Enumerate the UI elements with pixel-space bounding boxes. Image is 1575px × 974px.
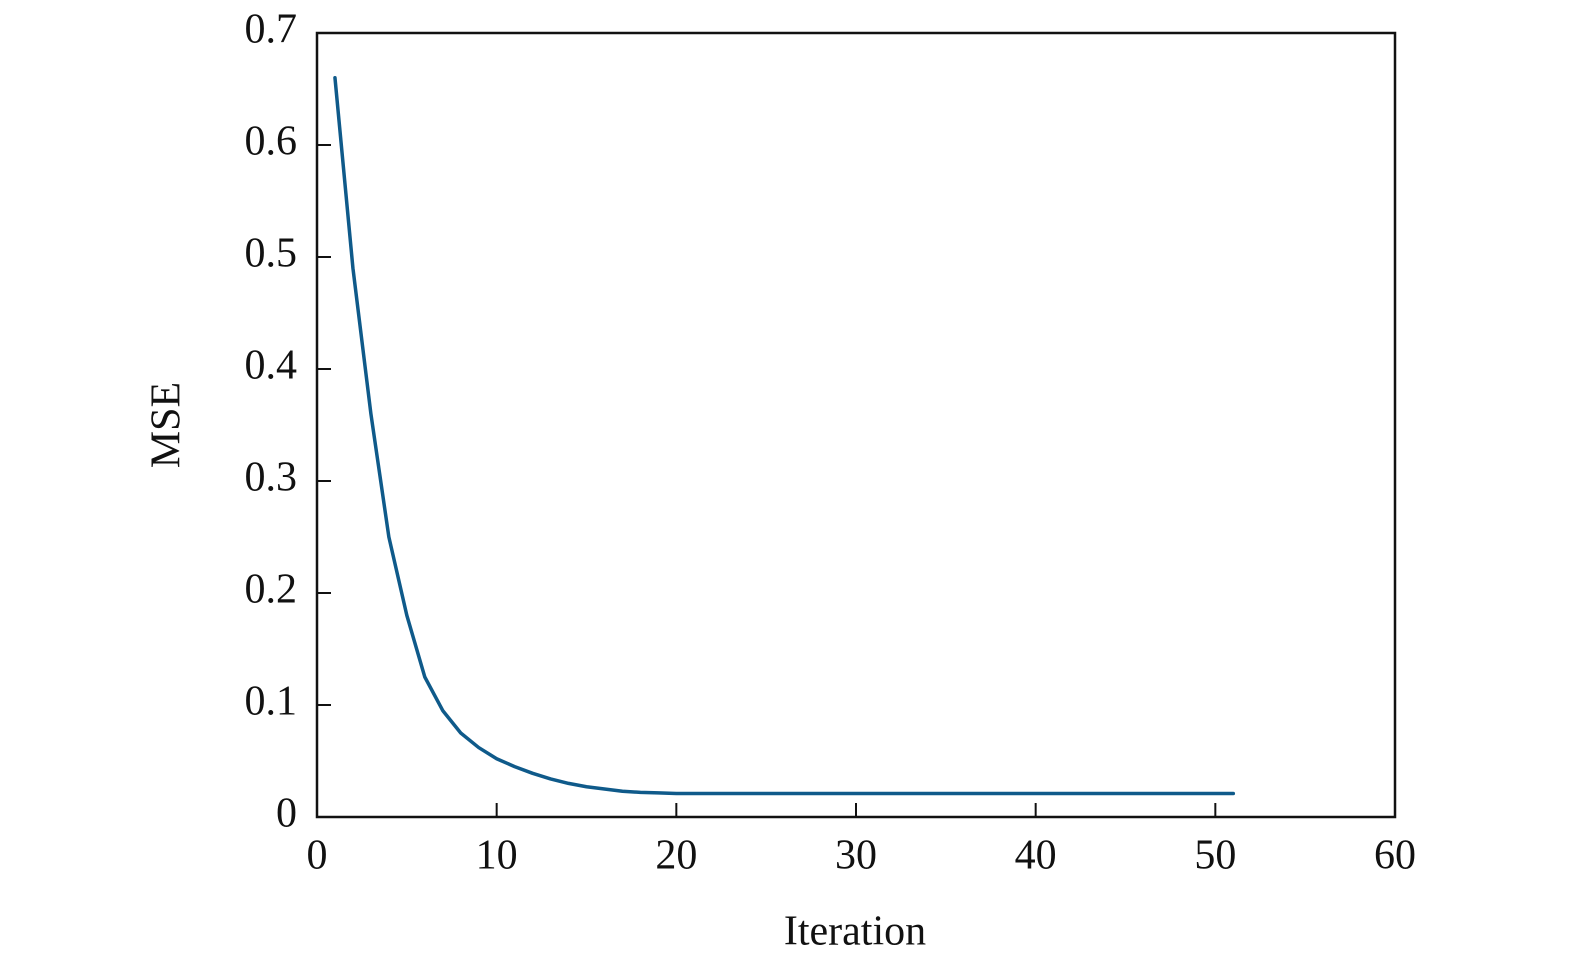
x-axis-label: Iteration [784, 909, 926, 955]
x-tick-label: 0 [307, 833, 328, 879]
x-tick-label: 60 [1374, 833, 1416, 879]
y-tick-label: 0.4 [245, 343, 298, 389]
y-axis-label: MSE [144, 382, 190, 468]
data-line [333, 76, 1236, 796]
plot-frame [315, 31, 1397, 819]
y-tick-label: 0.2 [245, 567, 298, 613]
x-tick-label: 50 [1194, 833, 1236, 879]
x-tick-label: 30 [835, 833, 877, 879]
x-tick-label: 40 [1015, 833, 1057, 879]
y-tick-label: 0.1 [245, 679, 298, 725]
y-tick-label: 0.6 [245, 119, 298, 165]
y-tick-label: 0 [276, 791, 297, 837]
y-tick-label: 0.7 [245, 7, 298, 53]
y-tick-label: 0.3 [245, 455, 298, 501]
x-tick-label: 20 [655, 833, 697, 879]
y-tick-label: 0.5 [245, 231, 298, 277]
x-tick-label: 10 [476, 833, 518, 879]
